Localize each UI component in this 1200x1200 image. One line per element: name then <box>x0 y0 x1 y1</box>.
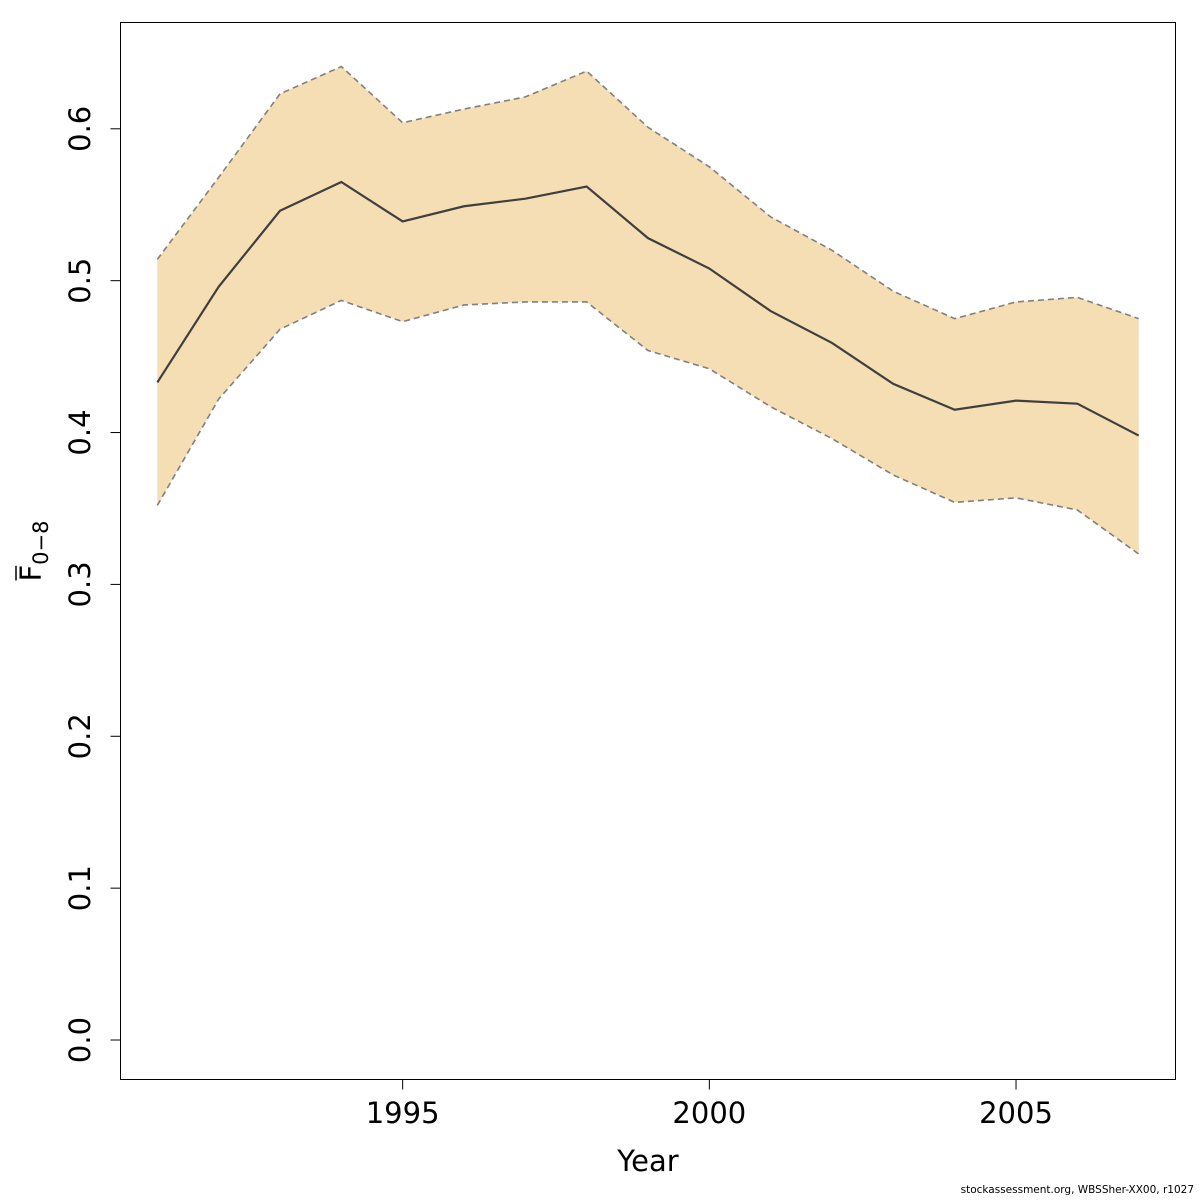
upper-bound-line <box>156 65 1139 320</box>
credit-text: stockassessment.org, WBSSher-XX00, r1027 <box>960 1184 1194 1196</box>
svg-text:F0−8: F0−8 <box>14 520 53 581</box>
confidence-band <box>157 66 1139 555</box>
y-axis-title-subscript: 0−8 <box>29 520 53 564</box>
x-tick-label: 1995 <box>366 1096 440 1130</box>
y-tick-label: 0.6 <box>63 106 97 152</box>
y-tick-label: 0.2 <box>63 713 97 759</box>
estimate-line <box>156 180 1140 437</box>
y-tick-label: 0.4 <box>63 409 97 455</box>
y-tick-label: 0.5 <box>63 258 97 304</box>
x-tick-label: 2000 <box>672 1096 746 1130</box>
y-tick-label: 0.1 <box>63 865 97 911</box>
lower-bound-line <box>156 299 1140 555</box>
x-tick-label: 2005 <box>979 1096 1053 1130</box>
y-tick-label: 0.0 <box>63 1017 97 1063</box>
y-tick-label: 0.3 <box>63 561 97 607</box>
x-axis-title: Year <box>616 1144 678 1178</box>
y-axis-title-main: F <box>14 565 48 582</box>
y-axis-title: F0−8 <box>14 520 53 581</box>
